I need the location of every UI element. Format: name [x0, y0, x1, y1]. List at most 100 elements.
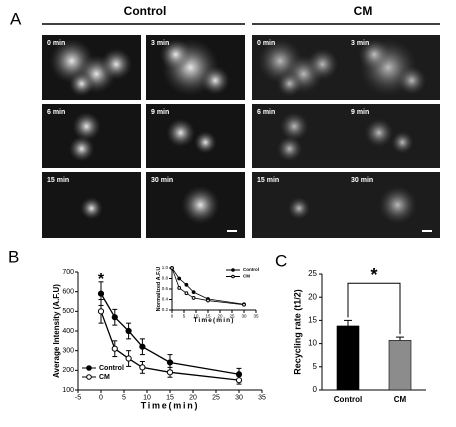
data-point	[125, 355, 132, 362]
y-tick-label: 0.8	[162, 276, 169, 281]
cell-signal	[276, 136, 303, 162]
data-point	[97, 290, 105, 297]
cell-signal	[194, 131, 217, 154]
data-point	[166, 359, 174, 366]
bar	[336, 325, 360, 391]
micrograph	[146, 104, 245, 168]
series-line	[100, 311, 240, 381]
data-point	[166, 369, 174, 376]
y-tick-label: 400	[62, 328, 74, 335]
data-point	[111, 345, 118, 352]
x-tick-label: 0	[171, 313, 174, 318]
cell-signal	[397, 66, 427, 95]
x-tick-label: 20	[217, 313, 223, 318]
x-tick-label: 25	[212, 395, 220, 402]
timepoint-label: 3 min	[351, 40, 369, 47]
y-tick-label: 25	[308, 269, 317, 278]
y-tick-label: 0.6	[162, 286, 169, 291]
data-point	[177, 286, 182, 290]
data-point	[125, 327, 132, 335]
series-line	[100, 293, 240, 375]
x-tick-label: 15	[205, 313, 211, 318]
timepoint-label: 0 min	[257, 40, 275, 47]
legend-label: Control	[243, 267, 259, 272]
y-axis-label: Normalized A.F.U	[156, 267, 162, 312]
cell-signal	[306, 48, 339, 81]
cell-signal	[80, 197, 103, 220]
y-tick-label: 600	[62, 289, 74, 296]
data-point	[184, 291, 189, 296]
y-tick-label: 100	[62, 387, 74, 394]
cell-signal	[279, 112, 309, 141]
panel-label: B	[8, 247, 19, 266]
y-tick-label: 0.4	[162, 297, 169, 302]
cell-signal	[72, 112, 101, 141]
legend-marker	[231, 268, 235, 272]
data-point	[170, 266, 174, 270]
cell-signal	[391, 131, 414, 154]
group-title: CM	[354, 4, 373, 18]
y-tick-label: 0.2	[162, 307, 169, 312]
y-tick-label: 15	[308, 316, 317, 325]
x-tick-label: 30	[241, 313, 247, 318]
x-tick-label: 10	[143, 395, 151, 402]
cell-signal	[287, 197, 311, 220]
y-tick-label: 0	[313, 385, 318, 394]
cell-signal	[358, 38, 391, 71]
cell-signal	[100, 48, 133, 81]
x-tick-label: 35	[258, 395, 266, 402]
x-tick-label: 0	[99, 395, 103, 402]
timepoint-label: 3 min	[151, 40, 169, 47]
x-tick-label: 25	[229, 313, 235, 318]
x-axis-label: Time(min)	[141, 400, 200, 410]
data-point	[139, 343, 146, 350]
timepoint-label: 15 min	[47, 177, 69, 184]
x-tick-label: 35	[253, 313, 259, 318]
data-point	[97, 308, 105, 315]
cell-signal	[378, 185, 417, 225]
micrograph	[346, 104, 440, 168]
y-tick-label: 10	[308, 339, 317, 348]
legend-label: CM	[99, 374, 110, 381]
y-axis-label: Recycling rate (t1/2)	[292, 289, 302, 375]
cell-signal	[276, 70, 303, 97]
timepoint-label: 30 min	[151, 177, 173, 184]
bar	[388, 340, 412, 391]
y-tick-label: 20	[308, 292, 317, 301]
timepoint-label: 0 min	[47, 40, 65, 47]
data-point	[206, 298, 210, 303]
series-line	[171, 267, 245, 305]
y-axis-label: Average Intensity (A.F.U)	[52, 284, 61, 378]
x-tick-label: 15	[166, 395, 174, 402]
x-tick-label: 30	[235, 395, 243, 402]
data-point	[191, 290, 196, 295]
panel-label: A	[10, 9, 22, 28]
data-point	[177, 276, 182, 281]
data-point	[184, 282, 189, 287]
x-tick-label: 20	[189, 395, 197, 402]
legend-label: Control	[99, 365, 124, 372]
cell-signal	[166, 118, 196, 148]
timepoint-label: 6 min	[257, 109, 275, 116]
timepoint-label: 6 min	[47, 109, 65, 116]
x-axis-label: Time(min)	[193, 317, 234, 324]
series-line	[171, 267, 245, 306]
timepoint-label: 9 min	[151, 109, 169, 116]
cell-signal	[68, 70, 95, 97]
legend-label: CM	[243, 274, 250, 279]
y-tick-label: 500	[62, 308, 74, 315]
timepoint-label: 30 min	[351, 177, 373, 184]
y-tick-label: 5	[313, 362, 318, 371]
timepoint-label: 9 min	[351, 109, 369, 116]
y-tick-label: 300	[62, 348, 74, 355]
legend-marker	[231, 274, 235, 279]
x-tick-label: CM	[394, 395, 407, 404]
y-tick-label: 200	[62, 367, 74, 374]
data-point	[111, 314, 118, 321]
cell-signal	[68, 136, 95, 162]
y-tick-label: 1.0	[162, 265, 169, 270]
panel-label: C	[275, 251, 287, 270]
cell-signal	[200, 66, 230, 95]
data-point	[139, 364, 146, 371]
